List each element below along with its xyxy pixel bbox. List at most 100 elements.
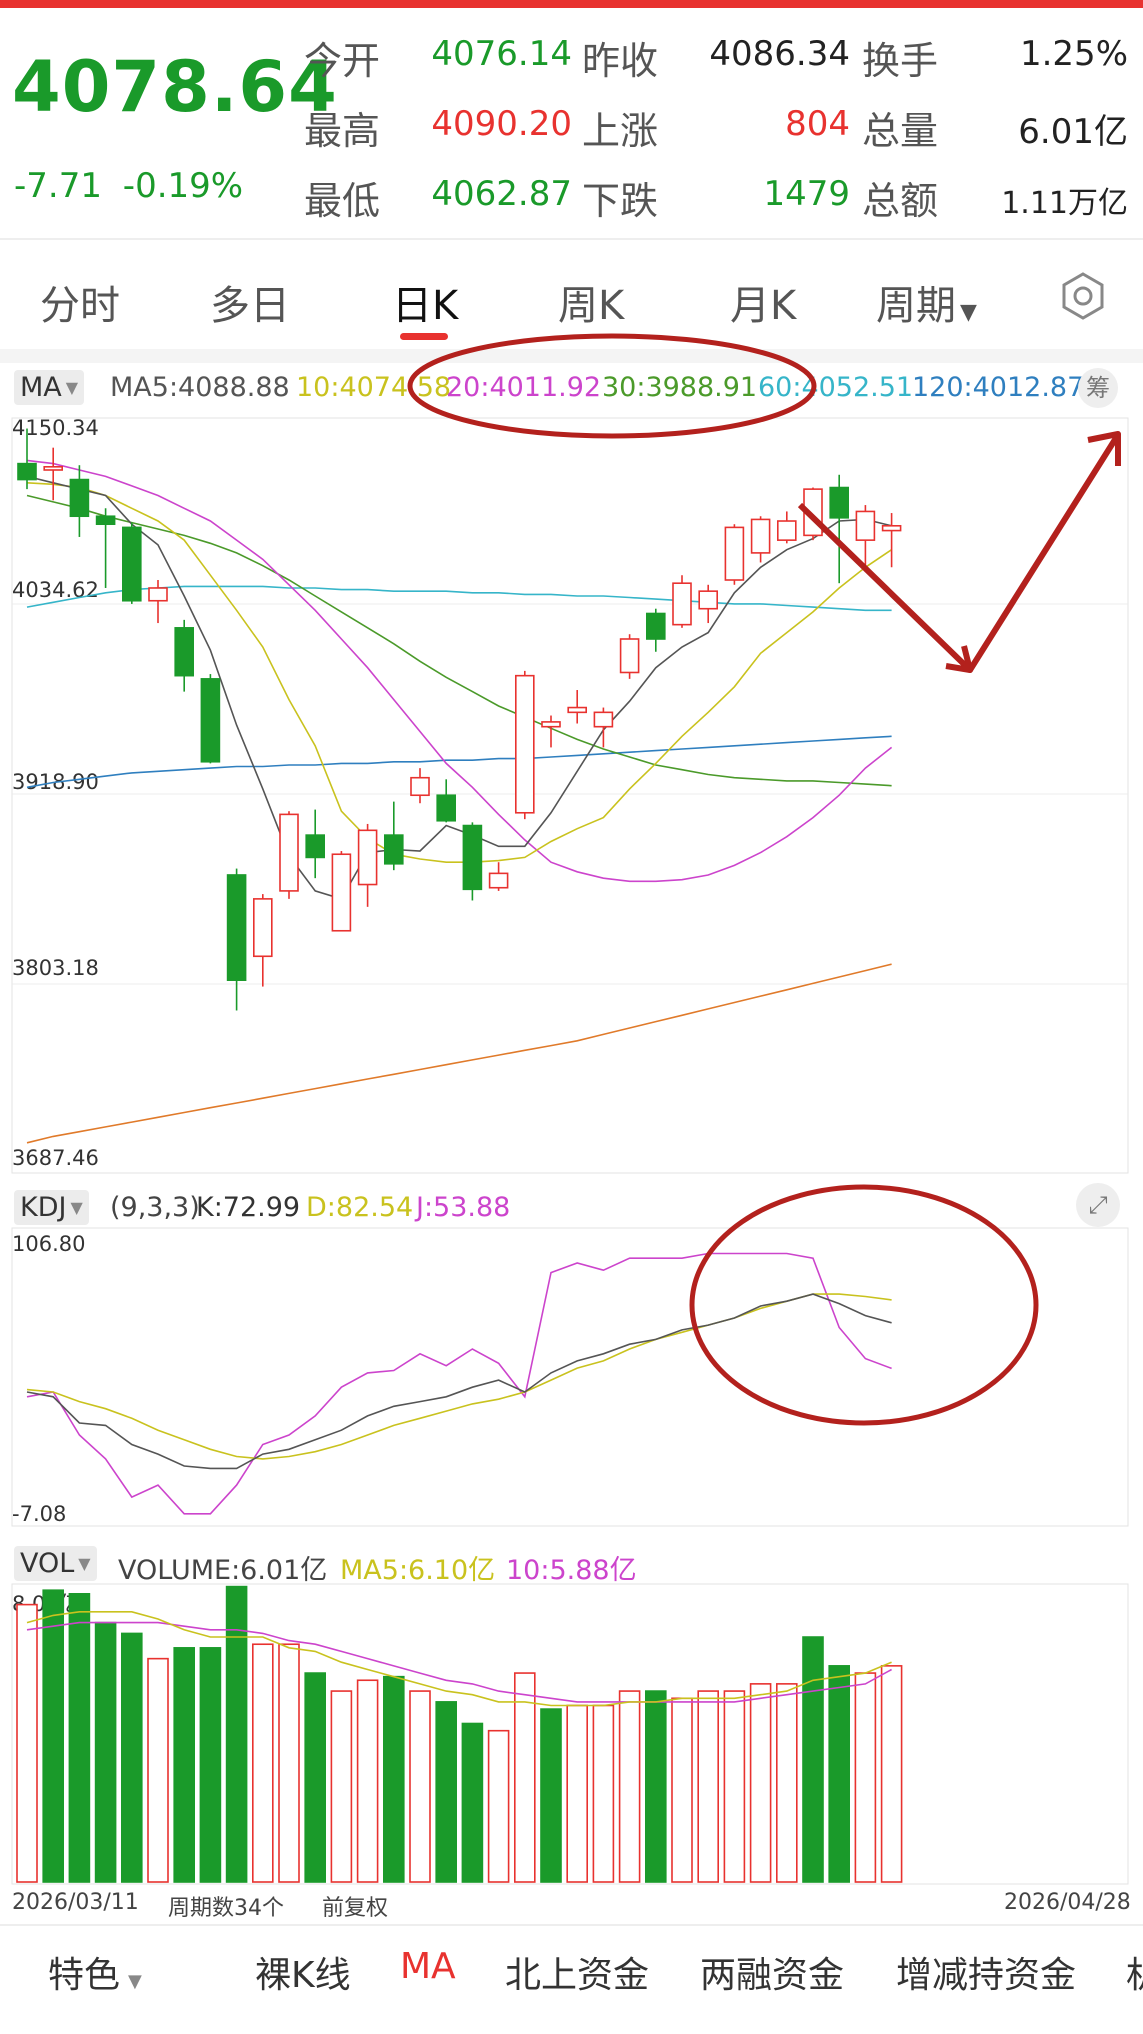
- tab-weekly-k[interactable]: 周K: [558, 283, 625, 329]
- candle-body: [698, 590, 719, 610]
- ma60-line: [26, 585, 892, 612]
- candle-body: [881, 524, 902, 532]
- adjust-mode: 前复权: [322, 1896, 389, 1921]
- volume-bar: [749, 1683, 772, 1883]
- kdj-k-value: K:72.99: [196, 1192, 301, 1223]
- candle-body: [383, 834, 404, 865]
- kdj-axis-bottom: -7.08: [12, 1502, 67, 1526]
- candle-body: [645, 612, 666, 640]
- volume-bar: [304, 1672, 327, 1883]
- decliners-value: 1479: [763, 174, 850, 214]
- expand-icon[interactable]: ⤢: [1076, 1183, 1120, 1227]
- chip-distribution-button[interactable]: 筹: [1078, 368, 1118, 408]
- candle-body: [541, 721, 561, 728]
- bottom-tab-featured[interactable]: 特色 ▼: [48, 1946, 142, 1998]
- ma-indicator-selector[interactable]: MA ▼: [14, 370, 85, 405]
- tab-intraday[interactable]: 分时: [40, 283, 120, 329]
- volume-current: VOLUME:6.01亿: [118, 1555, 328, 1586]
- open-value: 4076.14: [431, 34, 572, 74]
- bottom-tab-more[interactable]: 机: [1126, 1946, 1143, 1998]
- caret-down-icon: ▼: [65, 378, 79, 397]
- ma10-line: [26, 482, 893, 864]
- amount-value: 1.11万亿: [1001, 186, 1128, 221]
- candle-body: [253, 898, 273, 958]
- volume-bar: [409, 1690, 431, 1883]
- volume-bar: [121, 1632, 143, 1883]
- candle-body: [488, 872, 509, 889]
- candle-body: [436, 794, 457, 822]
- bottom-tab-holdings[interactable]: 增减持资金: [896, 1955, 1077, 1996]
- price-panel-frame: [11, 417, 1129, 1174]
- bottom-tab-featured-label: 特色: [48, 1955, 121, 1996]
- candle-body: [593, 711, 614, 728]
- ma10-value: 10:4074.58: [296, 372, 452, 403]
- candle-body: [200, 678, 221, 763]
- volume-bar: [199, 1647, 222, 1883]
- advancers-label: 上涨: [582, 109, 659, 153]
- volume-bar: [540, 1708, 562, 1883]
- bottom-tab-naked-k[interactable]: 裸K线: [255, 1955, 351, 1996]
- volume-bar: [382, 1675, 405, 1883]
- caret-down-icon: ▼: [78, 1554, 91, 1573]
- caret-down-icon: ▼: [960, 300, 977, 325]
- vol-indicator-selector[interactable]: VOL ▼: [14, 1546, 97, 1581]
- ma120-line: [26, 735, 892, 789]
- candle-body: [17, 462, 37, 481]
- ma30-line: [26, 494, 892, 787]
- price-axis-label: 3687.46: [12, 1146, 99, 1170]
- change-value: -7.71: [14, 166, 102, 206]
- candle-body: [514, 674, 535, 814]
- volume-bar: [225, 1585, 248, 1883]
- bottom-tab-margin[interactable]: 两融资金: [700, 1955, 845, 1996]
- end-date: 2026/04/28: [1004, 1890, 1131, 1915]
- annotation-arrow-path: [797, 436, 1119, 673]
- volume-ma5-line: [26, 1611, 892, 1707]
- volume-label: 总量: [862, 109, 939, 153]
- advancers-value: 804: [785, 104, 850, 144]
- high-value: 4090.20: [431, 104, 572, 144]
- annotation-ellipse-ma: [407, 333, 817, 439]
- bottom-tab-ma[interactable]: MA: [400, 1946, 456, 1987]
- quote-header: 4078.64 -7.71 -0.19% 今开 4076.14 昨收 4086.…: [0, 8, 1143, 240]
- annotation-ellipse-kdj: [689, 1184, 1039, 1426]
- candle-body: [776, 520, 797, 541]
- change-percent: -0.19%: [122, 166, 244, 206]
- ma5-value: MA5:4088.88: [110, 372, 290, 403]
- section-band: [0, 349, 1143, 363]
- volume-bar: [723, 1690, 746, 1883]
- ma120-value: 120:4012.87: [912, 372, 1085, 403]
- volume-bar: [356, 1679, 379, 1883]
- bottom-tab-northbound[interactable]: 北上资金: [505, 1955, 650, 1996]
- volume-bar: [147, 1657, 169, 1883]
- tab-period-dropdown[interactable]: 周期 ▼: [876, 273, 977, 331]
- volume-bar: [828, 1665, 851, 1883]
- ma20-value: 20:4011.92: [446, 372, 602, 403]
- candle-body: [43, 466, 64, 471]
- price-axis-label: 4034.62: [12, 578, 99, 602]
- bottom-toolbar: [0, 1924, 1143, 2034]
- kdj-label: KDJ: [20, 1192, 67, 1223]
- tab-monthly-k[interactable]: 月K: [730, 283, 797, 329]
- kdj-j-value: J:53.88: [416, 1192, 511, 1223]
- high-label: 最高: [304, 109, 381, 153]
- tab-multi-day[interactable]: 多日: [210, 283, 290, 329]
- last-price: 4078.64: [12, 46, 338, 128]
- caret-down-icon: ▼: [70, 1198, 83, 1217]
- candle-body: [174, 627, 194, 677]
- price-change: -7.71 -0.19%: [14, 166, 243, 206]
- volume-bar: [252, 1643, 274, 1883]
- kdj-d-line: [26, 1293, 892, 1460]
- candle-body: [410, 776, 430, 797]
- candle-body: [148, 587, 168, 602]
- kdj-indicator-selector[interactable]: KDJ ▼: [14, 1190, 89, 1225]
- tab-daily-k[interactable]: 日K: [392, 283, 459, 329]
- volume-bar: [435, 1701, 458, 1883]
- settings-hex-icon[interactable]: [1055, 268, 1111, 324]
- vol-label: VOL: [20, 1548, 75, 1579]
- volume-bar: [854, 1672, 877, 1883]
- annotation-arrow-head-down: [945, 645, 973, 673]
- volume-bar: [566, 1704, 589, 1883]
- volume-bar: [671, 1697, 693, 1883]
- kdj-k-line: [26, 1293, 892, 1470]
